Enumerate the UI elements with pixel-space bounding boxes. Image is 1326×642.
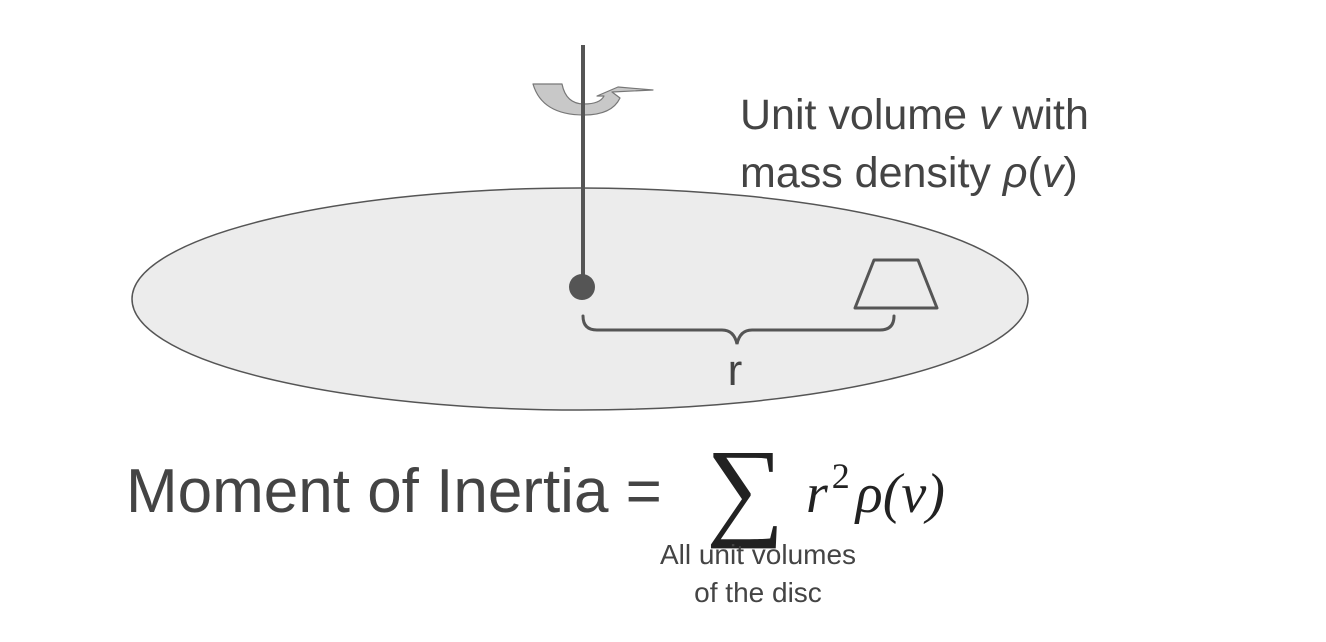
equation-r: r <box>806 463 828 525</box>
unit-volume-element <box>853 258 939 310</box>
equation-rho: ρ <box>854 463 883 525</box>
sum-caption-line1: All unit volumes <box>660 539 856 570</box>
mass-density-close-paren: ) <box>1063 149 1077 197</box>
summation-symbol: ∑ <box>706 427 784 549</box>
rotation-arrow-icon <box>532 83 654 116</box>
radius-brace <box>581 314 896 345</box>
mass-density-var: v <box>1042 149 1066 197</box>
unit-volume-var: v <box>979 91 1003 139</box>
radius-label: r <box>728 346 743 395</box>
equation-lhs: Moment of Inertia = <box>126 457 662 526</box>
mass-density-open-paren: ( <box>1028 149 1043 197</box>
unit-volume-label-prefix: Unit volume <box>740 91 979 139</box>
svg-text:mass density ρ(v): mass density ρ(v) <box>740 149 1078 197</box>
mass-density-rho: ρ <box>1001 149 1028 197</box>
moment-of-inertia-equation: Moment of Inertia = ∑ r 2 ρ(v) All unit vo… <box>126 427 945 608</box>
sum-caption-line2: of the disc <box>694 577 822 608</box>
equation-rhs: r 2 ρ(v) <box>806 456 945 525</box>
mass-density-label-prefix: mass density <box>740 149 1003 197</box>
unit-volume-label-suffix: with <box>1000 91 1088 139</box>
equation-arg: (v) <box>883 463 945 525</box>
equation-exponent: 2 <box>832 456 850 496</box>
axis-center-dot <box>569 274 595 300</box>
unit-volume-label: Unit volume v with mass density ρ(v) <box>740 91 1089 197</box>
svg-text:Unit volume v with: Unit volume v with <box>740 91 1089 139</box>
